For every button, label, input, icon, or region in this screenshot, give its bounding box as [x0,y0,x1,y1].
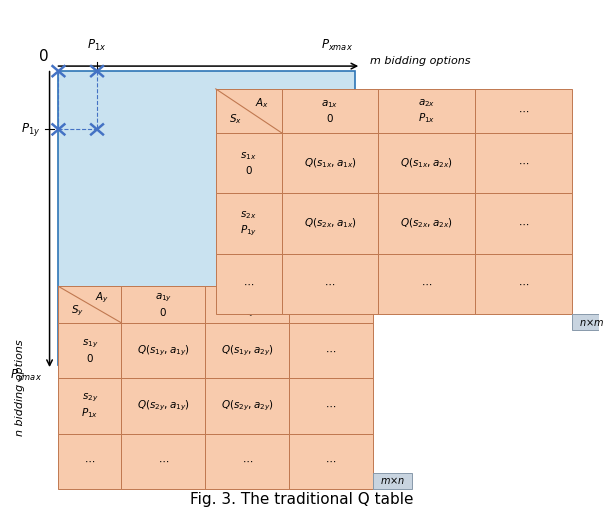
Text: $s_{1y}$
$0$: $s_{1y}$ $0$ [81,337,98,364]
Bar [122,378,206,434]
Bar [206,378,289,434]
Text: $s_{2y}$
$P_{1x}$: $s_{2y}$ $P_{1x}$ [81,392,98,420]
Bar [289,434,373,489]
Text: $\cdots$: $\cdots$ [85,456,95,466]
Text: $A_y$: $A_y$ [95,291,109,305]
Text: $Q(s_{1y},a_{2y})$: $Q(s_{1y},a_{2y})$ [221,344,274,358]
Bar [373,473,412,489]
Bar [58,378,122,434]
Text: $\cdots$: $\cdots$ [243,279,254,289]
Text: $\cdots$: $\cdots$ [518,158,529,168]
Text: $n{\times}m$: $n{\times}m$ [579,317,604,328]
Text: $\cdots$: $\cdots$ [518,219,529,228]
Bar [58,71,355,365]
Bar [216,194,282,254]
Text: $\cdots$: $\cdots$ [325,456,337,466]
Bar [58,323,122,378]
Text: $\cdots$: $\cdots$ [325,401,337,411]
Text: $S_x$: $S_x$ [229,112,242,125]
Bar [122,286,206,323]
Bar [122,434,206,489]
Text: $Q(s_{2x},a_{1x})$: $Q(s_{2x},a_{1x})$ [303,217,356,230]
Bar [282,254,378,314]
Bar [58,286,122,323]
Text: $Q(s_{2y},a_{2y})$: $Q(s_{2y},a_{2y})$ [221,399,274,413]
Text: $P_{ymax}$: $P_{ymax}$ [10,368,43,385]
Text: $Q(s_{2y},a_{1y})$: $Q(s_{2y},a_{1y})$ [137,399,190,413]
Bar [475,89,572,133]
Bar [282,194,378,254]
Bar [475,194,572,254]
Bar [378,133,475,194]
Bar [282,133,378,194]
Text: $\cdots$: $\cdots$ [421,279,432,289]
Text: $m{\times}n$: $m{\times}n$ [380,475,405,486]
Text: $\cdots$: $\cdots$ [157,456,169,466]
Text: $Q(s_{1y},a_{1y})$: $Q(s_{1y},a_{1y})$ [137,344,190,358]
Text: $\cdots$: $\cdots$ [241,456,253,466]
Text: $a_{1y}$
$0$: $a_{1y}$ $0$ [154,291,172,318]
Text: $\cdots$: $\cdots$ [518,279,529,289]
Bar [206,286,289,323]
Text: n bidding options: n bidding options [15,339,25,436]
Text: Fig. 3. The traditional Q table: Fig. 3. The traditional Q table [190,492,413,507]
Text: $Q(s_{1x},a_{1x})$: $Q(s_{1x},a_{1x})$ [303,156,356,170]
Bar [378,89,475,133]
Bar [282,89,378,133]
Bar [122,323,206,378]
Bar [289,286,373,323]
Text: $s_{1x}$
$0$: $s_{1x}$ $0$ [241,150,257,176]
Text: $A_x$: $A_x$ [255,96,269,110]
Bar [378,254,475,314]
Text: $\cdots$: $\cdots$ [325,300,337,310]
Bar [216,89,282,133]
Text: $s_{2x}$
$P_{1y}$: $s_{2x}$ $P_{1y}$ [240,209,257,238]
Bar [289,323,373,378]
Bar [206,323,289,378]
Text: $\cdots$: $\cdots$ [325,279,336,289]
Bar [475,133,572,194]
Text: $\cdots$: $\cdots$ [518,106,529,116]
Bar [206,434,289,489]
Text: $a_{2x}$
$P_{1x}$: $a_{2x}$ $P_{1x}$ [418,97,435,124]
Bar [289,378,373,434]
Bar [378,194,475,254]
Bar [58,434,122,489]
Bar [216,254,282,314]
Text: $Q(s_{1x},a_{2x})$: $Q(s_{1x},a_{2x})$ [400,156,453,170]
Text: $a_{2y}$
$P_{1y}$: $a_{2y}$ $P_{1y}$ [238,290,256,319]
Text: $\cdots$: $\cdots$ [325,346,337,355]
Text: $P_{1y}$: $P_{1y}$ [21,121,41,138]
Text: $a_{1x}$
$0$: $a_{1x}$ $0$ [321,98,339,124]
Bar [216,133,282,194]
Text: m bidding options: m bidding options [370,56,471,66]
Bar [572,314,608,330]
Text: $P_{xmax}$: $P_{xmax}$ [322,38,353,53]
Text: $P_{1x}$: $P_{1x}$ [88,38,106,53]
Text: $Q(s_{2x},a_{2x})$: $Q(s_{2x},a_{2x})$ [400,217,453,230]
Text: $S_y$: $S_y$ [71,304,84,318]
Bar [475,254,572,314]
Text: $0$: $0$ [38,48,49,63]
